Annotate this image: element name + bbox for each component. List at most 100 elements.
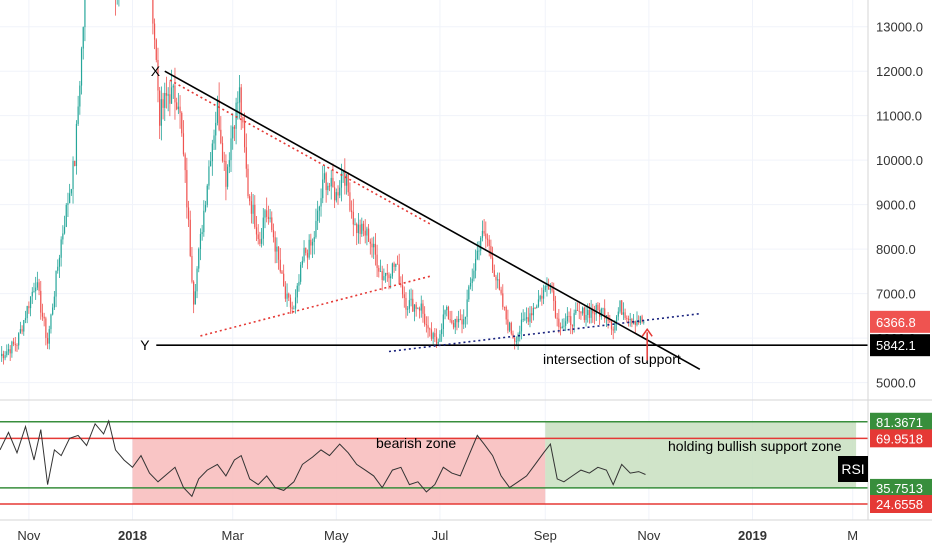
candle-down (349, 192, 351, 211)
candle-up (478, 250, 480, 252)
candle-down (604, 308, 606, 319)
candlesticks (1, 0, 645, 365)
candle-down (179, 106, 181, 113)
candle-down (405, 297, 407, 310)
candle-down (249, 196, 251, 202)
candle-up (167, 94, 169, 96)
candle-up (84, 0, 86, 28)
candle-up (252, 204, 254, 214)
candle-up (7, 349, 10, 352)
candle-up (340, 173, 343, 188)
candle-down (447, 306, 450, 320)
candle-down (281, 271, 283, 274)
candle-up (60, 239, 62, 258)
candle-up (471, 278, 473, 284)
candle-down (225, 161, 227, 187)
candle-up (537, 299, 540, 307)
candle-up (573, 313, 575, 327)
candle-down (250, 201, 252, 214)
candle-down (492, 257, 494, 271)
candle-up (67, 203, 69, 205)
candle-up (201, 232, 203, 235)
bullish-zone-label: holding bullish support zone (668, 438, 842, 454)
price-tick: 10000.0 (876, 153, 923, 168)
rsi-tag-value: 81.3671 (876, 415, 923, 430)
candle-up (293, 308, 295, 310)
candle-down (388, 274, 390, 279)
candle-down (310, 239, 312, 246)
candle-up (238, 87, 241, 103)
candle-down (452, 322, 455, 328)
candle-up (294, 297, 297, 309)
candle-up (230, 138, 232, 161)
candle-up (345, 174, 348, 186)
candle-up (33, 291, 35, 292)
trend-lines (156, 70, 868, 371)
candle-down (588, 309, 591, 318)
candle-down (277, 246, 280, 260)
candle-up (196, 268, 198, 292)
candle-up (407, 308, 409, 310)
candle-down (191, 255, 193, 282)
candle-up (536, 306, 538, 308)
candle-up (563, 325, 565, 327)
candle-down (371, 243, 373, 248)
candle-down (218, 99, 220, 130)
candle-up (160, 99, 162, 126)
candle-down (74, 160, 76, 166)
price-tick: 13000.0 (876, 20, 923, 35)
candle-up (473, 270, 475, 279)
candle-up (31, 291, 33, 297)
candle-up (35, 287, 37, 292)
candle-down (362, 223, 365, 231)
candle-up (539, 295, 541, 300)
candle-down (12, 341, 15, 345)
candle-down (43, 316, 45, 319)
candle-up (50, 314, 52, 330)
candle-down (424, 313, 426, 325)
candle-down (430, 329, 433, 339)
candle-up (235, 102, 237, 129)
candle-up (480, 237, 482, 251)
candle-up (441, 329, 443, 335)
candle-down (356, 223, 358, 234)
candle-up (643, 321, 645, 323)
candle-down (578, 310, 580, 312)
candle-down (502, 293, 504, 307)
candle-up (497, 279, 499, 281)
x-line-label: X (151, 63, 161, 79)
candle-up (342, 170, 344, 174)
candle-up (532, 307, 534, 316)
candle-up (544, 286, 546, 291)
candle-down (415, 304, 417, 309)
rsi-tag-box (870, 494, 932, 513)
candle-up (308, 239, 310, 258)
candle-down (28, 306, 30, 309)
candle-up (383, 276, 385, 280)
candle-down (500, 289, 502, 294)
time-tick: M (847, 528, 858, 543)
candle-down (541, 295, 543, 299)
price-tick: 7000.0 (876, 287, 916, 302)
time-axis: Nov 2018 Mar May Jul Sep Nov 2019 M (0, 519, 932, 543)
candle-down (412, 298, 414, 312)
candle-up (410, 298, 412, 301)
candle-up (619, 300, 621, 312)
time-tick: 2018 (118, 528, 147, 543)
candle-down (580, 311, 582, 314)
candle-up (458, 318, 460, 323)
candle-down (459, 318, 461, 320)
candle-up (313, 237, 315, 242)
candle-up (26, 306, 28, 319)
candle-down (403, 294, 405, 298)
candle-down (597, 304, 599, 311)
candle-up (468, 286, 470, 300)
time-tick: Mar (222, 528, 245, 543)
candle-down (531, 313, 533, 316)
candle-down (169, 94, 171, 104)
candle-up (318, 206, 320, 211)
candle-down (548, 286, 550, 290)
candle-down (184, 154, 186, 171)
candle-down (559, 327, 562, 329)
candle-down (381, 271, 383, 280)
